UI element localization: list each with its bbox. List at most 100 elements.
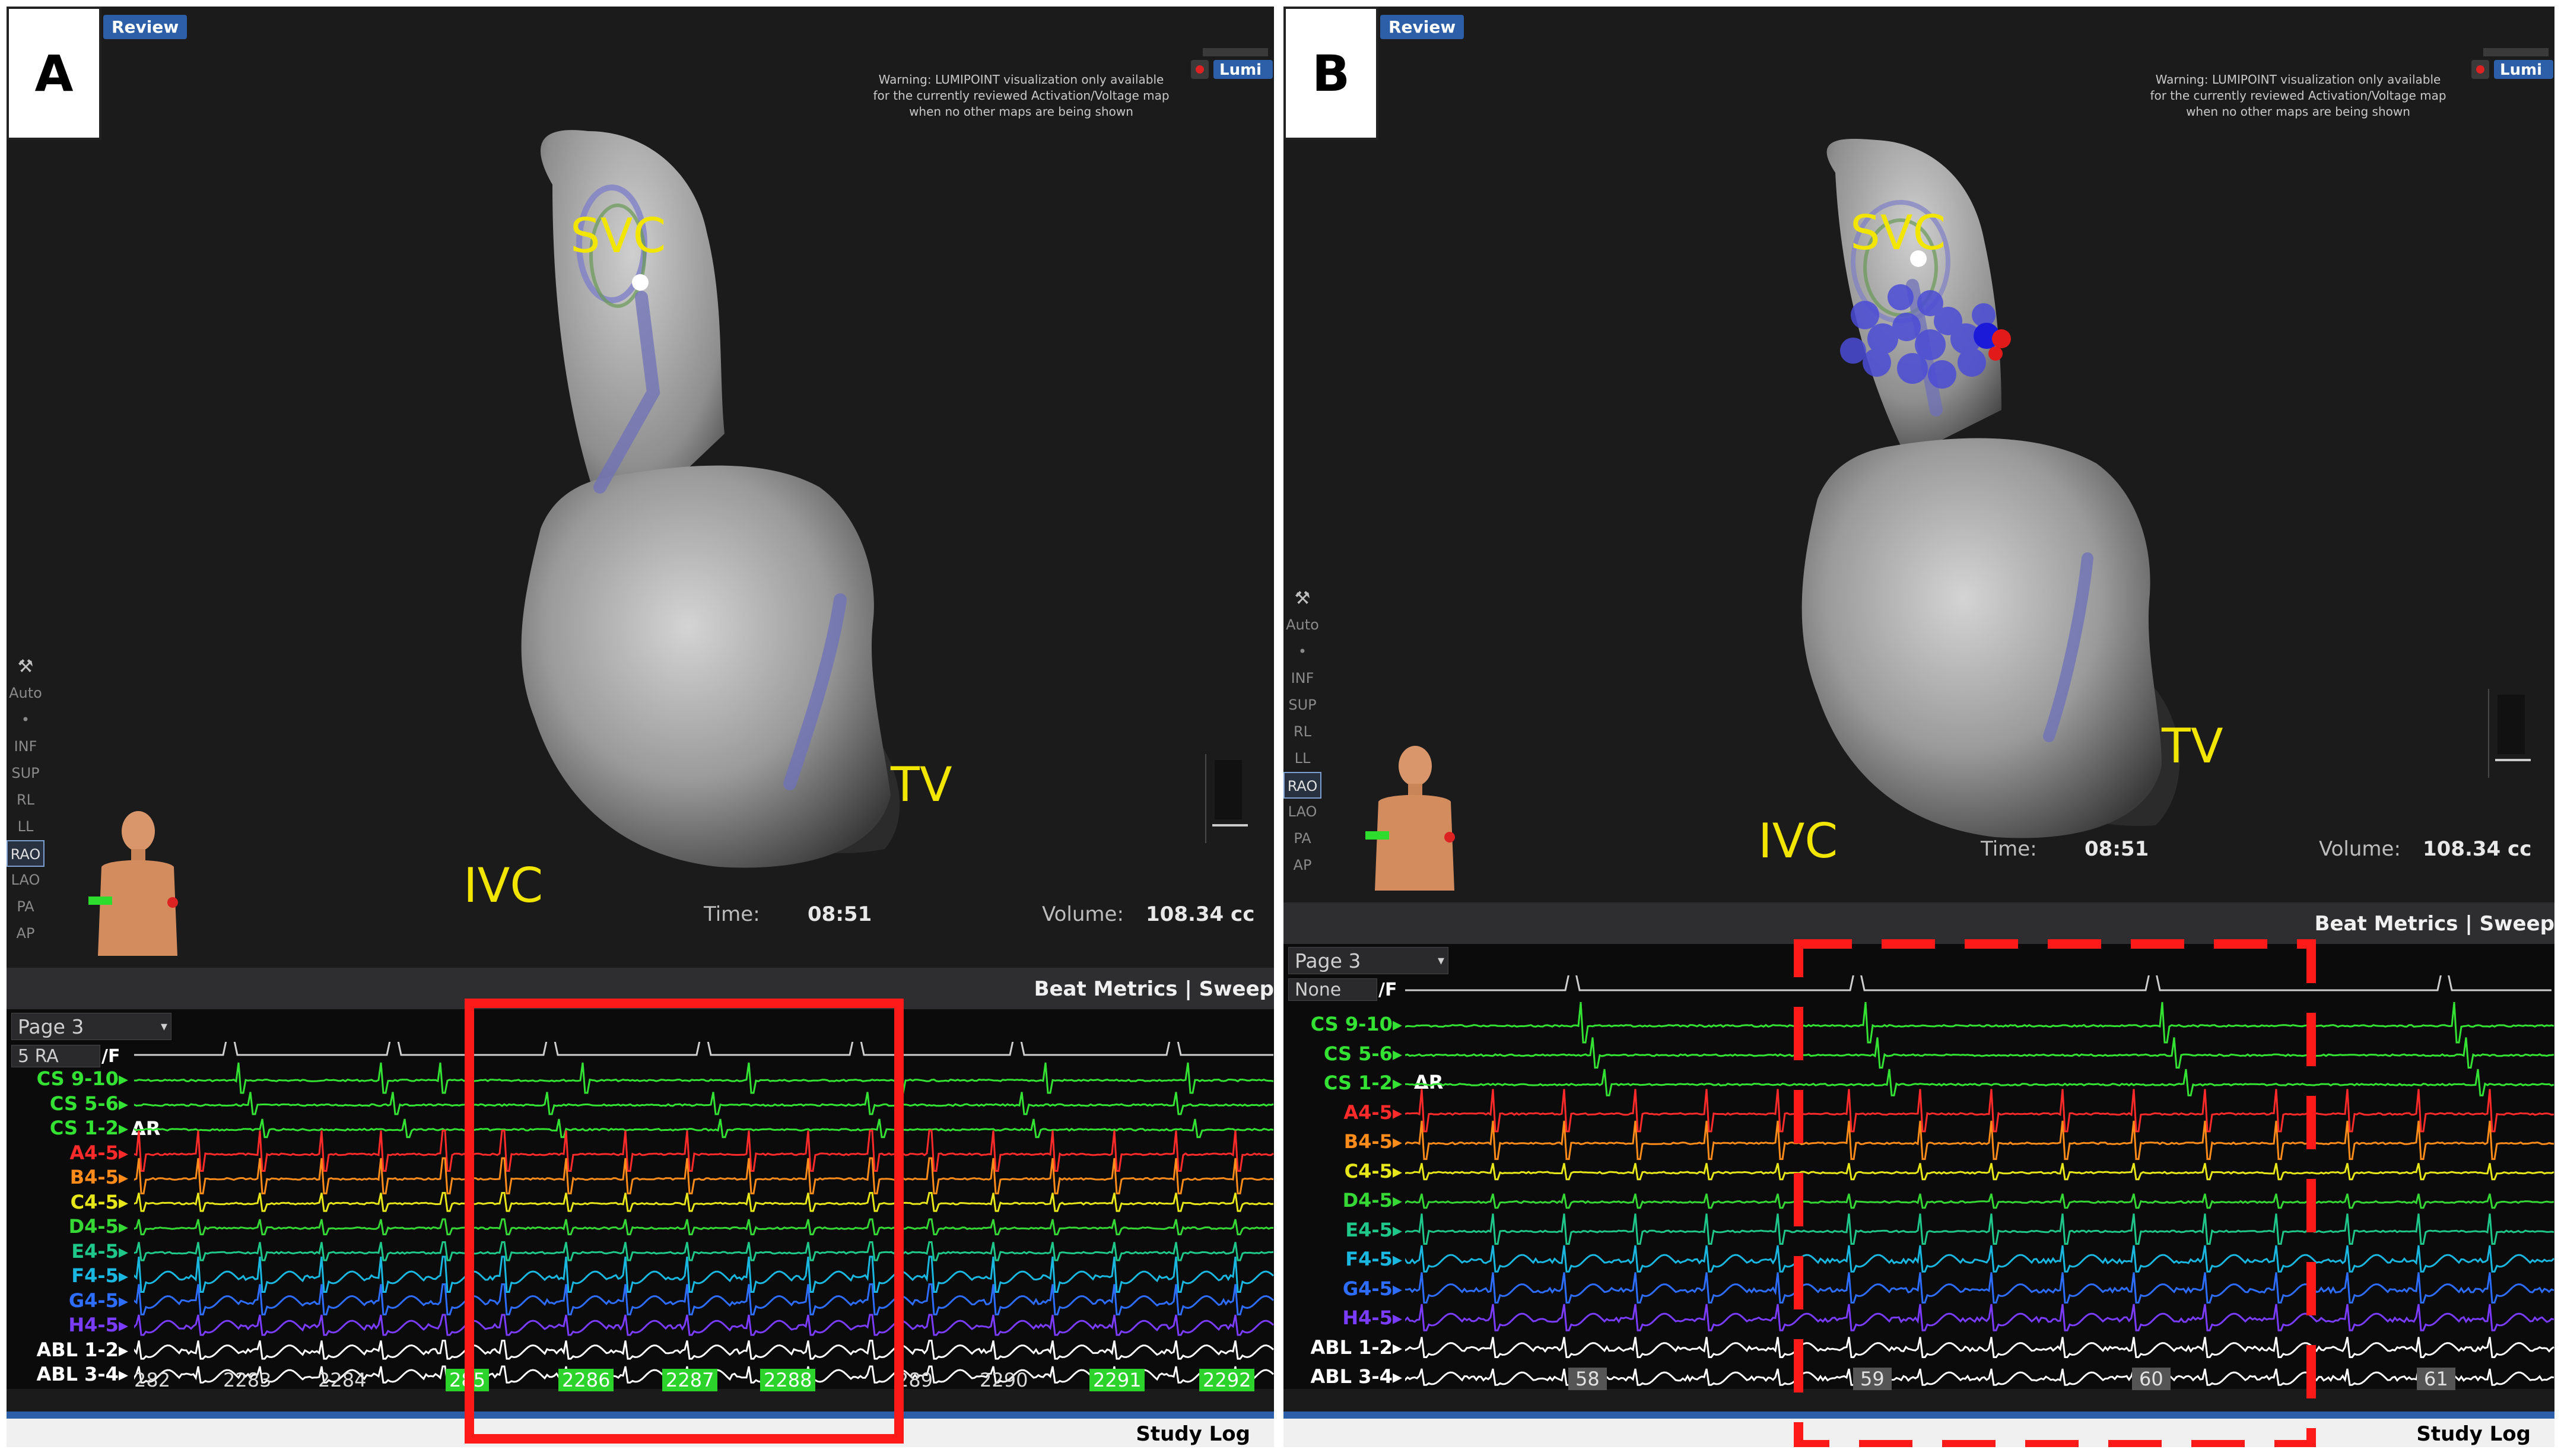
channel-label[interactable]: ABL 1-2▸ (1310, 1336, 1402, 1359)
view-ll[interactable]: LL (17, 818, 34, 835)
channel-label[interactable]: C4-5▸ (70, 1190, 128, 1213)
dot-icon[interactable]: • (1298, 643, 1307, 660)
reference-select[interactable]: None (1288, 978, 1377, 1001)
view-rao[interactable]: RAO (1283, 772, 1321, 799)
channel-label[interactable]: G4-5▸ (1342, 1277, 1402, 1300)
lumipoint-ablation-points (1840, 284, 1996, 389)
view-sup[interactable]: SUP (11, 765, 40, 781)
egm-trace (1405, 1069, 2554, 1096)
orientation-widget[interactable] (1205, 754, 1260, 843)
egm-trace (134, 1092, 1274, 1115)
egm-trace (1405, 1002, 2554, 1044)
beat-metrics-sweep-title[interactable]: Beat Metrics | Sweep (2314, 912, 2554, 936)
panel-a: A Review Lumi Warning: LUMIPOINT visuali… (7, 7, 1274, 1447)
channel-label[interactable]: A4-5▸ (69, 1141, 128, 1164)
volume-value: 108.34 cc (1146, 902, 1255, 926)
view-inf[interactable]: INF (14, 738, 37, 755)
right-atrium-shell (521, 465, 891, 868)
page-select[interactable]: Page 3 ▾ (1288, 947, 1448, 974)
reference-select[interactable]: 5 RA (11, 1045, 100, 1067)
time-value: 08:51 (2085, 837, 2149, 861)
view-auto[interactable]: Auto (1286, 616, 1319, 633)
view-pa[interactable]: PA (17, 898, 34, 915)
view-ap[interactable]: AP (16, 925, 35, 942)
view-sup[interactable]: SUP (1288, 697, 1317, 713)
egm-trace (134, 1283, 1274, 1315)
svg-text:Lumi: Lumi (1219, 61, 1262, 79)
hammer-icon[interactable]: ⚒ (1294, 588, 1311, 609)
egm-trace (134, 1218, 1274, 1235)
view-pa[interactable]: PA (1294, 830, 1311, 847)
view-lao[interactable]: LAO (1288, 803, 1317, 820)
channel-label[interactable]: CS 5-6▸ (49, 1092, 128, 1115)
right-atrium-shell (1801, 438, 2162, 838)
view-ll[interactable]: LL (1294, 750, 1311, 767)
panel-b: B Review Lumi Warning: LUMIPOINT visuali… (1283, 7, 2554, 1447)
channel-label[interactable]: ABL 3-4▸ (1310, 1365, 1402, 1388)
review-tab[interactable]: Review (103, 15, 188, 39)
channel-label[interactable]: E4-5▸ (71, 1239, 128, 1263)
channel-label[interactable]: B4-5▸ (69, 1166, 128, 1188)
anatomy-3d-view[interactable] (7, 7, 1274, 968)
view-inf[interactable]: INF (1291, 670, 1314, 686)
panel-letter: A (7, 7, 101, 140)
view-ap[interactable]: AP (1293, 857, 1312, 873)
time-label: Time: (1981, 837, 2037, 861)
channel-label[interactable]: E4-5▸ (1345, 1218, 1402, 1241)
panel-letter: B (1283, 7, 1378, 140)
chevron-down-icon: ▾ (1437, 953, 1444, 968)
channel-label[interactable]: F4-5▸ (71, 1264, 128, 1287)
label-svc: SVC (1850, 205, 1946, 260)
view-lao[interactable]: LAO (11, 872, 40, 888)
dot-icon[interactable]: • (21, 711, 30, 728)
beat-number: 282 (134, 1369, 171, 1391)
beat-number: 58 (1568, 1368, 1607, 1390)
view-rao[interactable]: RAO (7, 840, 45, 867)
toolbar-icons[interactable]: Lumi (1191, 48, 1274, 84)
channel-label[interactable]: H4-5▸ (1342, 1306, 1402, 1329)
channel-label[interactable]: G4-5▸ (68, 1289, 128, 1312)
egm-trace (134, 1340, 1274, 1360)
hammer-icon[interactable]: ⚒ (17, 656, 34, 677)
beat-metrics-sweep-title[interactable]: Beat Metrics | Sweep (1034, 977, 1274, 1001)
reference-suffix[interactable]: /F (101, 1046, 120, 1067)
egm-traces[interactable] (134, 1042, 1274, 1389)
view-rl[interactable]: RL (1293, 723, 1312, 740)
channel-label[interactable]: CS 1-2▸ (49, 1117, 128, 1139)
beat-number: 2292 (1199, 1369, 1255, 1391)
anatomy-3d-view[interactable] (1283, 7, 2554, 932)
page-select[interactable]: Page 3 ▾ (11, 1013, 171, 1040)
orientation-torso-icon[interactable] (84, 808, 190, 968)
channel-label[interactable]: CS 1-2▸ (1323, 1072, 1402, 1094)
reference-suffix[interactable]: /F (1378, 980, 1397, 1000)
egm-trace (1405, 1120, 2554, 1161)
orientation-widget[interactable] (2488, 689, 2543, 778)
channel-label[interactable]: A4-5▸ (1343, 1101, 1402, 1124)
toolbar-icons[interactable]: Lumi (2471, 48, 2554, 84)
channel-label[interactable]: D4-5▸ (1342, 1189, 1402, 1212)
channel-label[interactable]: F4-5▸ (1345, 1248, 1402, 1270)
channel-label[interactable]: D4-5▸ (68, 1215, 128, 1238)
channel-label[interactable]: CS 9-10▸ (1310, 1013, 1402, 1035)
view-rl[interactable]: RL (16, 791, 35, 808)
channel-label[interactable]: ABL 1-2▸ (36, 1338, 128, 1361)
beat-number: 60 (2132, 1368, 2171, 1390)
channel-label[interactable]: CS 5-6▸ (1323, 1042, 1402, 1065)
study-log-button[interactable]: Study Log (1136, 1422, 1250, 1446)
egm-traces[interactable] (1405, 975, 2554, 1389)
channel-label[interactable]: B4-5▸ (1343, 1130, 1402, 1153)
egm-trace (1405, 1304, 2554, 1331)
view-auto[interactable]: Auto (9, 685, 42, 701)
orientation-torso-icon[interactable] (1361, 742, 1467, 902)
review-tab[interactable]: Review (1380, 15, 1464, 39)
channel-label[interactable]: H4-5▸ (68, 1314, 128, 1336)
channel-label[interactable]: ABL 3-4▸ (36, 1363, 128, 1385)
study-log-button[interactable]: Study Log (2416, 1422, 2531, 1446)
channel-label[interactable]: CS 9-10▸ (36, 1067, 128, 1090)
channel-label[interactable]: C4-5▸ (1344, 1159, 1402, 1182)
egm-trace (1405, 1163, 2554, 1181)
egm-trace (134, 1157, 1274, 1194)
egm-trace (134, 1255, 1274, 1293)
beat-number: 2287 (662, 1369, 718, 1391)
label-tv: TV (891, 757, 952, 812)
